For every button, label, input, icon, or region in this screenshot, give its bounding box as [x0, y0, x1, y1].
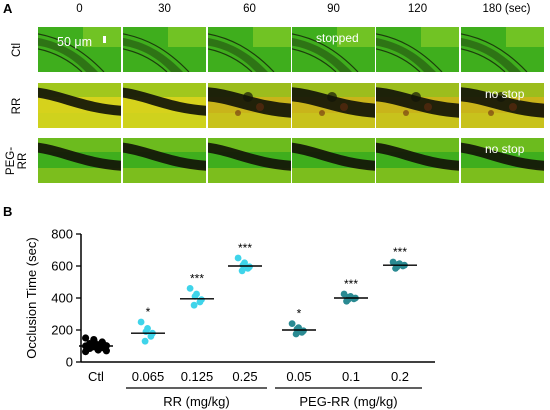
data-point [82, 334, 90, 342]
x-tick-label: 0.25 [232, 369, 257, 384]
significance-label: *** [344, 277, 358, 291]
y-axis-label: Occlusion Time (sec) [24, 237, 39, 358]
data-point [186, 285, 194, 292]
time-label: 180 (sec) [482, 3, 531, 15]
microscopy-tile [38, 27, 121, 72]
scale-bar [103, 36, 106, 43]
y-tick-label: 600 [51, 259, 73, 274]
data-point [392, 265, 399, 272]
microscopy-tile [292, 27, 375, 72]
occlusion-time-chart: 0 200 400 600 800 Occlusion Time (sec) Ctl 0.06… [24, 227, 435, 409]
y-tick-label: 0 [66, 355, 73, 370]
row-label: Ctl [11, 42, 23, 57]
x-tick-label: 0.065 [132, 369, 165, 384]
group-label: PEG-RR (mg/kg) [299, 394, 397, 409]
data-point [350, 295, 358, 303]
group-label: RR (mg/kg) [163, 394, 229, 409]
x-tick-label: Ctl [88, 369, 104, 384]
microscopy-tile [376, 138, 459, 183]
microscopy-tile [461, 83, 544, 128]
time-label: 0 [76, 3, 83, 15]
data-point [343, 297, 350, 305]
data-point [298, 329, 306, 336]
data-point [102, 347, 110, 355]
microscopy-tile [376, 27, 459, 72]
microscopy-tile [461, 27, 544, 72]
data-point [234, 254, 242, 262]
data-point [196, 298, 204, 306]
microscopy-tile [123, 138, 206, 183]
tile-annotation: no stop [485, 87, 525, 101]
data-point [399, 262, 407, 270]
data-point [340, 290, 348, 298]
data-point [244, 265, 252, 272]
microscopy-tile [208, 138, 291, 183]
significance-label: *** [190, 271, 204, 285]
x-tick-label: 0.05 [286, 369, 311, 384]
significance-label: * [297, 307, 302, 321]
microscopy-tile [123, 83, 206, 128]
data-point [190, 301, 198, 309]
microscopy-tile [461, 138, 544, 183]
data-point [239, 261, 247, 269]
microscopy-tile [292, 83, 375, 128]
scale-bar-label: 50 μm [57, 35, 92, 49]
data-point [82, 348, 90, 356]
microscopy-tile [292, 138, 375, 183]
panel-b-letter: B [3, 204, 13, 219]
significance-label: * [146, 305, 151, 319]
x-tick-label: 0.125 [181, 369, 214, 384]
data-point [147, 333, 155, 340]
data-point [238, 267, 246, 275]
microscopy-tile [208, 83, 291, 128]
tile-annotation: stopped [316, 31, 359, 45]
tile-annotation: no stop [485, 142, 525, 156]
row-label: PEG- RR [5, 146, 29, 175]
microscopy-tile [208, 27, 291, 72]
data-point [141, 337, 149, 345]
data-point [94, 346, 102, 354]
data-point [137, 318, 145, 326]
data-point [292, 330, 300, 338]
microscopy-tile [38, 138, 121, 183]
data-point [142, 328, 150, 335]
x-tick-label: 0.1 [342, 369, 360, 384]
significance-label: *** [393, 245, 407, 259]
microscopy-tile [123, 27, 206, 72]
x-tick-label: 0.2 [391, 369, 409, 384]
y-tick-label: 800 [51, 227, 73, 242]
data-point [288, 320, 296, 327]
significance-label: *** [238, 241, 252, 255]
row-label: RR [11, 97, 23, 114]
time-label: 30 [158, 3, 171, 15]
panel-a-letter: A [3, 1, 13, 16]
microscopy-tile [38, 83, 121, 128]
data-point [191, 293, 199, 300]
microscopy-tile [376, 83, 459, 128]
time-label: 60 [243, 3, 256, 15]
y-tick-label: 200 [51, 323, 73, 338]
time-label: 120 [407, 3, 428, 15]
y-tick-label: 400 [51, 291, 73, 306]
time-label: 90 [327, 3, 340, 15]
